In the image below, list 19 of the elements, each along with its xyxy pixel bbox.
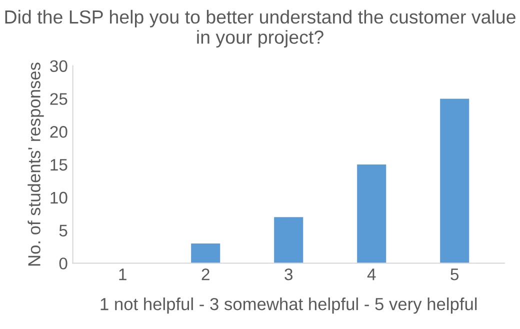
x-tick-label: 4 xyxy=(367,268,376,280)
x-tick-label: 1 xyxy=(119,268,126,280)
x-tick-label: 5 xyxy=(450,268,459,280)
bar xyxy=(191,243,220,264)
y-tick-label: 10 xyxy=(50,192,68,204)
x-tick-label: 3 xyxy=(284,268,292,280)
bar xyxy=(357,164,386,264)
y-tick-label: 5 xyxy=(59,224,68,237)
bar xyxy=(440,98,470,264)
y-tick-label: 20 xyxy=(50,126,68,138)
y-tick-label: 30 xyxy=(50,60,68,72)
x-axis-title: 1 not helpful - 3 somewhat helpful - 5 very helpful xyxy=(100,297,477,314)
chart-title: Did the LSP help you to better understand the customer value in your project? xyxy=(5,10,516,48)
y-tick-label: 0 xyxy=(59,258,68,270)
bar xyxy=(274,217,304,264)
y-tick-label: 25 xyxy=(50,93,68,105)
x-tick-label: 2 xyxy=(202,268,210,280)
y-tick-label: 15 xyxy=(50,159,68,171)
y-axis-title: No. of students' responses xyxy=(28,62,44,266)
